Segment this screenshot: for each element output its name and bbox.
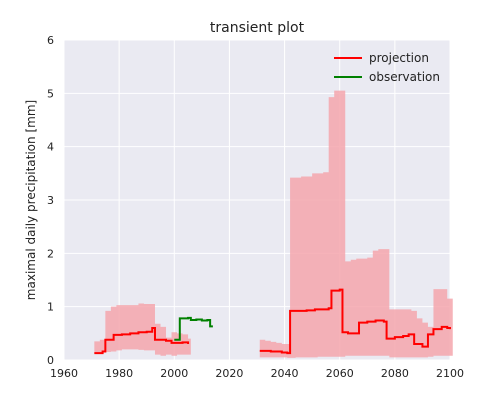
uncertainty-band [94,90,453,358]
series-lines [94,288,451,355]
legend-label-projection: projection [369,51,429,65]
x-tick-label: 2100 [436,367,464,380]
series-line-projection [94,327,190,355]
y-tick-label: 1 [47,301,54,314]
y-tick-label: 4 [47,141,54,154]
y-tick-label: 2 [47,247,54,260]
y-tick-labels: 0 1 2 3 4 5 6 [47,34,54,367]
x-tick-label: 2020 [215,367,243,380]
y-tick-label: 5 [47,87,54,100]
band-area [94,303,191,356]
series-line-observation [174,316,213,341]
y-tick-label: 0 [47,354,54,367]
legend-label-observation: observation [369,70,440,84]
series-line-projection [259,288,451,355]
x-tick-label: 1960 [50,367,78,380]
x-tick-label: 2040 [271,367,299,380]
chart-title: transient plot [210,20,305,36]
y-tick-label: 3 [47,194,54,207]
y-tick-label: 6 [47,34,54,47]
band-area [259,90,453,358]
x-tick-label: 1980 [105,367,133,380]
x-tick-labels: 1960 1980 2000 2020 2040 2060 2080 2100 [50,367,464,380]
x-tick-label: 2080 [381,367,409,380]
y-axis-label: maximal daily precipitation [mm] [24,100,38,300]
legend: projection observation [334,51,440,84]
x-tick-label: 2000 [160,367,188,380]
x-tick-label: 2060 [326,367,354,380]
